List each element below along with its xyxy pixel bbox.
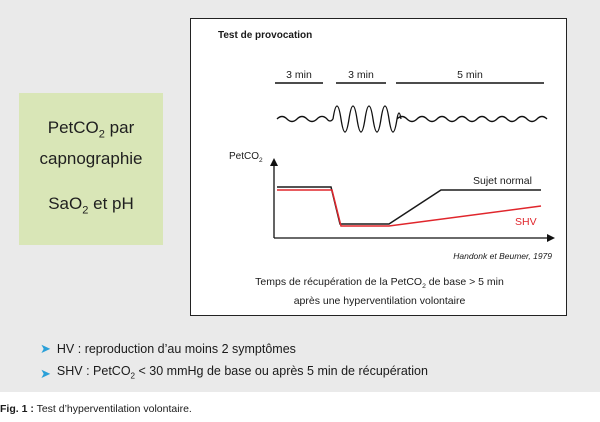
series-label-shv: SHV (515, 216, 537, 228)
diagram-graphics (270, 82, 555, 242)
figure-panel: PetCO2 par capnographie SaO2 et pH Test … (0, 0, 600, 392)
criteria-text-hv: HV : reproduction d’au moins 2 symptômes (56, 342, 296, 356)
sao2-line: SaO2 et pH (48, 193, 134, 216)
citation: Handonk et Beumer, 1979 (453, 251, 552, 261)
provocation-test-diagram: Test de provocation 3 min 3 min 5 min Pe… (190, 18, 567, 316)
criteria-item-shv: ➤ SHV : PetCO2 < 30 mmHg de base ou aprè… (40, 360, 428, 388)
criteria-item-hv: ➤ HV : reproduction d’au moins 2 symptôm… (40, 338, 428, 360)
y-axis-arrow (270, 158, 278, 166)
breathing-waveform (276, 105, 548, 133)
measurement-box: PetCO2 par capnographie SaO2 et pH (19, 93, 163, 245)
caption-line-1: Temps de récupération de la PetCO2 de ba… (255, 276, 504, 291)
series-line-shv (277, 189, 542, 227)
series-line-normal (277, 186, 541, 225)
caption-line-2: après une hyperventilation volontaire (293, 295, 466, 308)
diagram-title: Test de provocation (218, 30, 313, 41)
capnographie-line: capnographie (39, 148, 143, 168)
segment-label-2: 3 min (348, 69, 374, 81)
series-label-normal: Sujet normal (473, 175, 532, 187)
criteria-list: ➤ HV : reproduction d’au moins 2 symptôm… (40, 338, 428, 388)
diagram-caption: Temps de récupération de la PetCO2 de ba… (191, 275, 568, 309)
arrow-icon: ➤ (40, 365, 51, 381)
segment-label-3: 5 min (457, 69, 483, 81)
petco2-line: PetCO2 par (47, 118, 135, 141)
y-axis-label: PetCO2 (229, 151, 263, 164)
segment-label-1: 3 min (286, 69, 312, 81)
criteria-text-shv: SHV : PetCO2 < 30 mmHg de base ou après … (56, 364, 428, 381)
figure-caption: Fig. 1 : Test d’hyperventilation volonta… (0, 403, 192, 415)
arrow-icon: ➤ (40, 341, 51, 356)
x-axis-arrow (547, 234, 555, 242)
